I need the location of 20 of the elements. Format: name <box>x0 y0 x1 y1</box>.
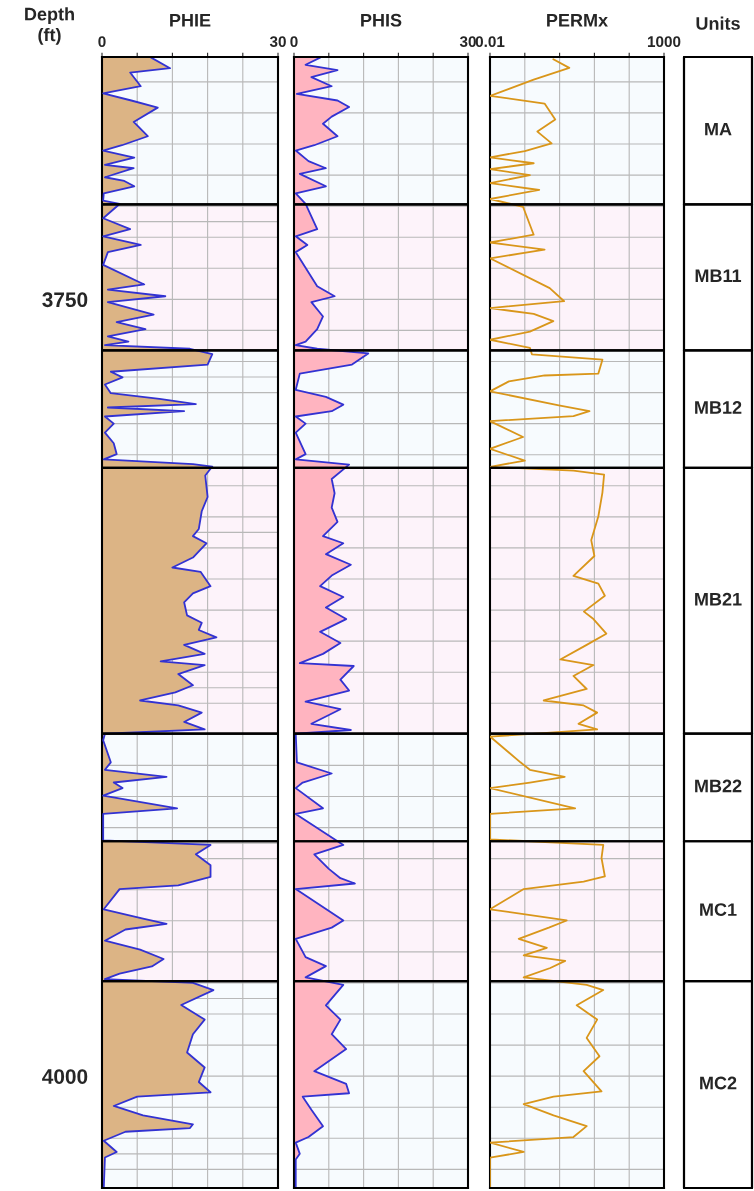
y-tick-label: 4000 <box>42 1069 88 1084</box>
band-label: MB12 <box>695 401 742 414</box>
band-label: MB11 <box>695 269 742 282</box>
chart-title: PERMx <box>547 14 608 27</box>
band-label: MA <box>705 122 732 136</box>
x-tick-label: 0 <box>98 36 106 48</box>
x-tick-label: 30 <box>269 36 286 48</box>
y-tick-label: 3750 <box>42 292 88 308</box>
band-label: MC2 <box>700 1076 737 1090</box>
y2-axis-title: Units <box>696 16 740 30</box>
x-tick-label: 30 <box>459 36 476 48</box>
x-tick-label: 0.01 <box>475 36 505 48</box>
chart-title: PHIS <box>361 13 402 27</box>
y-axis-title: Depth (ft) <box>25 7 74 45</box>
chart-title: PHIE <box>170 14 211 27</box>
band-label: MB21 <box>695 592 742 606</box>
x-tick-label: 1000 <box>647 36 681 48</box>
band-label: MC1 <box>700 903 737 916</box>
x-tick-label: 0 <box>290 36 298 48</box>
band-label: MB22 <box>695 779 742 793</box>
